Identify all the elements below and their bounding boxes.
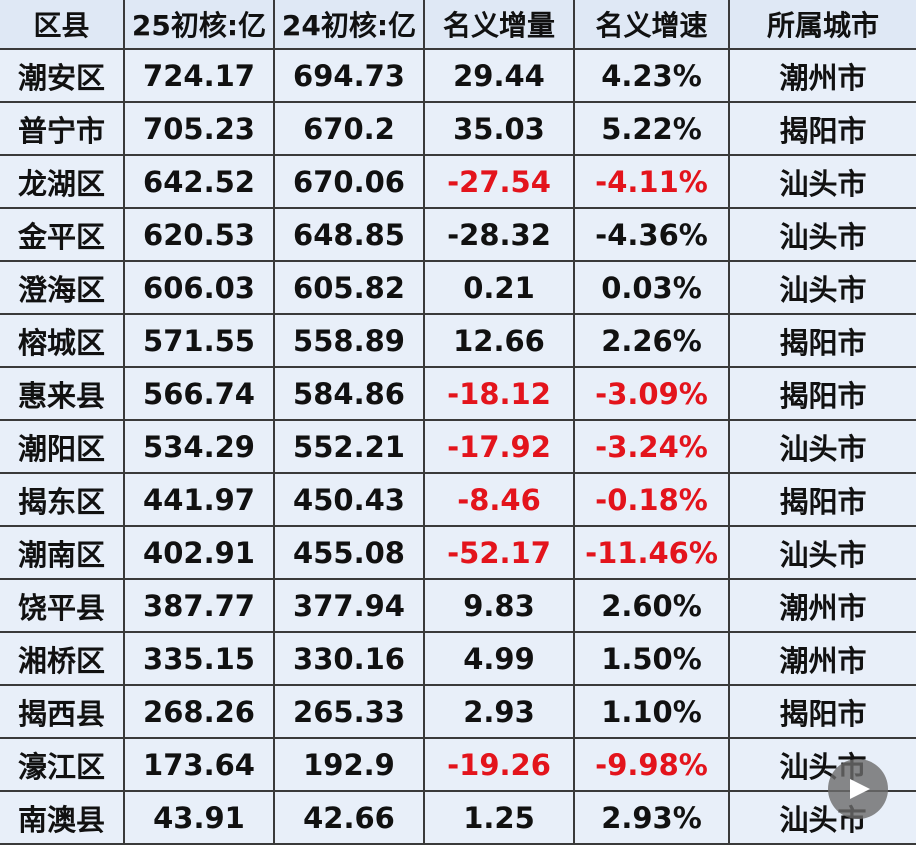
- table-cell: -8.46: [425, 474, 575, 527]
- table-cell: 5.22%: [575, 103, 730, 156]
- play-overlay[interactable]: [826, 757, 890, 821]
- table-cell: -11.46%: [575, 527, 730, 580]
- table-cell: 揭阳市: [730, 103, 916, 156]
- row-label: 饶平县: [0, 580, 125, 633]
- header-cell: 所属城市: [730, 0, 916, 50]
- table-cell: 0.03%: [575, 262, 730, 315]
- table-cell: 2.26%: [575, 315, 730, 368]
- table-cell: -18.12: [425, 368, 575, 421]
- table-cell: 揭阳市: [730, 368, 916, 421]
- table-cell: 558.89: [275, 315, 425, 368]
- table-cell: 1.10%: [575, 686, 730, 739]
- table-cell: 265.33: [275, 686, 425, 739]
- table-cell: -17.92: [425, 421, 575, 474]
- row-label: 惠来县: [0, 368, 125, 421]
- table-cell: 9.83: [425, 580, 575, 633]
- table-cell: 377.94: [275, 580, 425, 633]
- table-cell: 268.26: [125, 686, 275, 739]
- table-cell: 潮州市: [730, 580, 916, 633]
- header-cell: 名义增量: [425, 0, 575, 50]
- table-cell: 335.15: [125, 633, 275, 686]
- table-cell: 402.91: [125, 527, 275, 580]
- table-cell: 670.2: [275, 103, 425, 156]
- table-cell: 620.53: [125, 209, 275, 262]
- table-cell: -3.09%: [575, 368, 730, 421]
- table-cell: 648.85: [275, 209, 425, 262]
- table-cell: 29.44: [425, 50, 575, 103]
- header-cell: 区县: [0, 0, 125, 50]
- table-cell: 35.03: [425, 103, 575, 156]
- row-label: 潮南区: [0, 527, 125, 580]
- row-label: 澄海区: [0, 262, 125, 315]
- table-cell: -4.36%: [575, 209, 730, 262]
- table-cell: 汕头市: [730, 527, 916, 580]
- table-cell: -0.18%: [575, 474, 730, 527]
- table-cell: 汕头市: [730, 262, 916, 315]
- table-cell: 2.93: [425, 686, 575, 739]
- row-label: 湘桥区: [0, 633, 125, 686]
- header-cell: 25初核:亿: [125, 0, 275, 50]
- table-cell: 173.64: [125, 739, 275, 792]
- table-cell: 12.66: [425, 315, 575, 368]
- row-label: 榕城区: [0, 315, 125, 368]
- row-label: 金平区: [0, 209, 125, 262]
- table-cell: 汕头市: [730, 739, 916, 792]
- table-cell: 566.74: [125, 368, 275, 421]
- row-label: 龙湖区: [0, 156, 125, 209]
- table-cell: 揭阳市: [730, 315, 916, 368]
- row-label: 潮安区: [0, 50, 125, 103]
- table-cell: 584.86: [275, 368, 425, 421]
- table-cell: -9.98%: [575, 739, 730, 792]
- table-cell: -3.24%: [575, 421, 730, 474]
- table-cell: 670.06: [275, 156, 425, 209]
- table-cell: -19.26: [425, 739, 575, 792]
- table-cell: 2.93%: [575, 792, 730, 845]
- table-cell: 642.52: [125, 156, 275, 209]
- table-cell: 汕头市: [730, 421, 916, 474]
- table-cell: 455.08: [275, 527, 425, 580]
- table-cell: 4.23%: [575, 50, 730, 103]
- table-cell: 450.43: [275, 474, 425, 527]
- table-cell: 1.25: [425, 792, 575, 845]
- table-cell: 揭阳市: [730, 686, 916, 739]
- table-cell: 387.77: [125, 580, 275, 633]
- table-cell: 605.82: [275, 262, 425, 315]
- table-cell: -27.54: [425, 156, 575, 209]
- table-cell: 724.17: [125, 50, 275, 103]
- table-cell: 0.21: [425, 262, 575, 315]
- row-label: 濠江区: [0, 739, 125, 792]
- table-cell: 552.21: [275, 421, 425, 474]
- header-cell: 名义增速: [575, 0, 730, 50]
- row-label: 南澳县: [0, 792, 125, 845]
- table-cell: 606.03: [125, 262, 275, 315]
- table-cell: 潮州市: [730, 633, 916, 686]
- table-cell: 潮州市: [730, 50, 916, 103]
- row-label: 普宁市: [0, 103, 125, 156]
- table-cell: 汕头市: [730, 209, 916, 262]
- table-cell: 694.73: [275, 50, 425, 103]
- table-cell: -4.11%: [575, 156, 730, 209]
- table-cell: 192.9: [275, 739, 425, 792]
- table-cell: 705.23: [125, 103, 275, 156]
- table-cell: 2.60%: [575, 580, 730, 633]
- row-label: 揭西县: [0, 686, 125, 739]
- table-cell: 4.99: [425, 633, 575, 686]
- header-cell: 24初核:亿: [275, 0, 425, 50]
- table-cell: 534.29: [125, 421, 275, 474]
- table-cell: -28.32: [425, 209, 575, 262]
- table-cell: 42.66: [275, 792, 425, 845]
- row-label: 潮阳区: [0, 421, 125, 474]
- play-icon: [850, 779, 870, 799]
- table-cell: 441.97: [125, 474, 275, 527]
- table-cell: 43.91: [125, 792, 275, 845]
- table-cell: 1.50%: [575, 633, 730, 686]
- row-label: 揭东区: [0, 474, 125, 527]
- table-cell: 330.16: [275, 633, 425, 686]
- table-cell: 揭阳市: [730, 474, 916, 527]
- table-cell: 571.55: [125, 315, 275, 368]
- table-cell: 汕头市: [730, 156, 916, 209]
- table-cell: -52.17: [425, 527, 575, 580]
